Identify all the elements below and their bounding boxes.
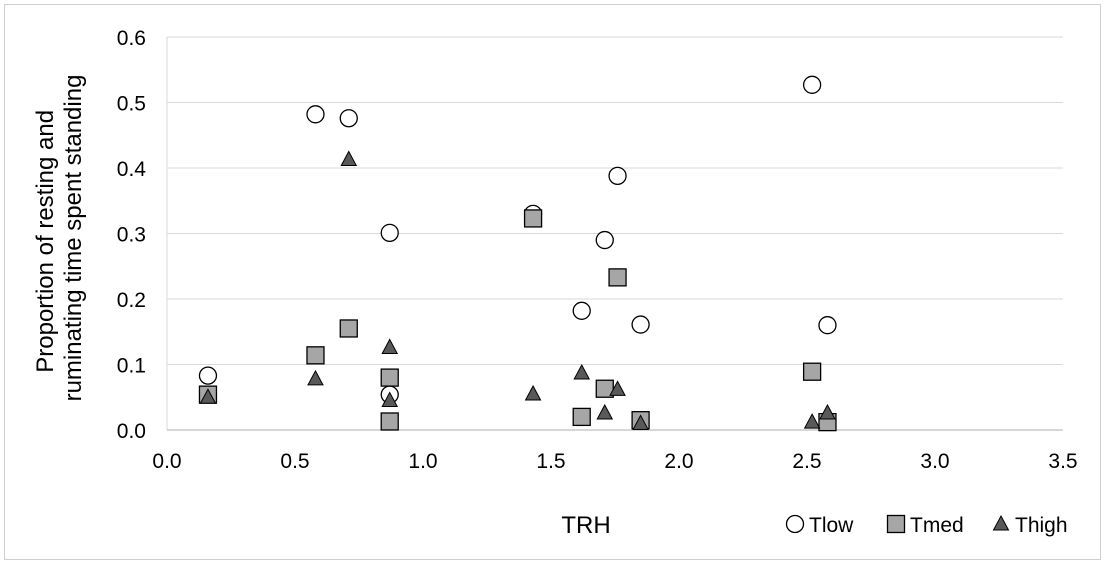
y-tick-label: 0.0 [117,420,146,443]
thigh-point [381,391,399,408]
y-axis-label-line-1: Proportion of resting and [32,110,59,373]
data-points [198,75,837,432]
thigh-point [381,338,399,354]
thigh-point [340,150,358,166]
x-tick-label: 2.0 [664,450,693,473]
tlow-point [631,315,650,334]
thigh-point [819,403,836,420]
tlow-point [198,366,218,385]
legend-label: Tlow [809,514,854,537]
x-tick-label: 1.5 [536,450,565,473]
series-tmed [198,209,837,432]
legend-item-tmed: Tmed [886,514,964,537]
tmed-point [608,268,627,287]
x-tick-label: 3.5 [1048,450,1077,473]
legend-label: Thigh [1015,514,1068,537]
legend: Tlow Tmed Thigh [785,514,1068,537]
tmed-point [339,319,358,338]
x-tick-label: 0.5 [280,450,309,473]
thigh-point [596,403,614,420]
tlow-point [572,301,591,320]
tmed-point [523,209,543,228]
tmed-point [306,346,325,365]
y-tick-label: 0.3 [117,224,146,247]
tmed-point [802,362,822,381]
tlow-point [339,109,358,128]
axes [166,37,1063,431]
x-tick-label: 0.0 [152,450,181,473]
tlow-point [306,105,325,124]
thigh-point [632,414,649,430]
tlow-point [802,75,822,94]
legend-item-thigh: Thigh [992,514,1068,537]
thigh-point [803,413,821,429]
y-axis-label-line-2: ruminating time spent standing [60,75,87,402]
tlow-point [818,316,837,335]
series-tlow [198,75,837,404]
y-tick-label: 0.5 [117,93,146,116]
x-axis-label: TRH [561,512,610,539]
y-tick-label: 0.4 [117,158,147,181]
y-tick-label: 0.1 [117,355,146,378]
y-tick-label: 0.2 [117,289,146,312]
legend-circle-icon [785,514,805,534]
x-tick-labels: 0.0 0.5 1.0 1.5 2.0 2.5 3.0 3.5 [152,450,1077,473]
thigh-point [524,384,542,401]
legend-square-icon [886,514,906,534]
tmed-point [380,368,399,387]
x-tick-label: 1.0 [408,450,437,473]
thigh-point [307,369,324,386]
x-tick-label: 3.0 [920,450,949,473]
x-tick-label: 2.5 [792,450,821,473]
legend-triangle-icon [992,514,1010,531]
tlow-point [608,166,627,186]
y-tick-labels: 0.0 0.1 0.2 0.3 0.4 0.5 0.6 [117,27,147,443]
tmed-point [572,407,591,427]
chart-frame [4,4,1101,560]
legend-item-tlow: Tlow [785,514,854,537]
gridlines [167,36,1063,365]
y-axis-label: Proportion of resting and ruminating tim… [32,75,87,402]
legend-label: Tmed [910,514,964,537]
thigh-point [609,380,626,396]
series-thigh [199,150,836,430]
thigh-point [199,388,217,404]
tmed-point [380,412,399,431]
y-tick-label: 0.6 [117,27,146,50]
thigh-point [573,363,591,380]
tlow-point [380,223,399,242]
tlow-point [595,230,614,250]
